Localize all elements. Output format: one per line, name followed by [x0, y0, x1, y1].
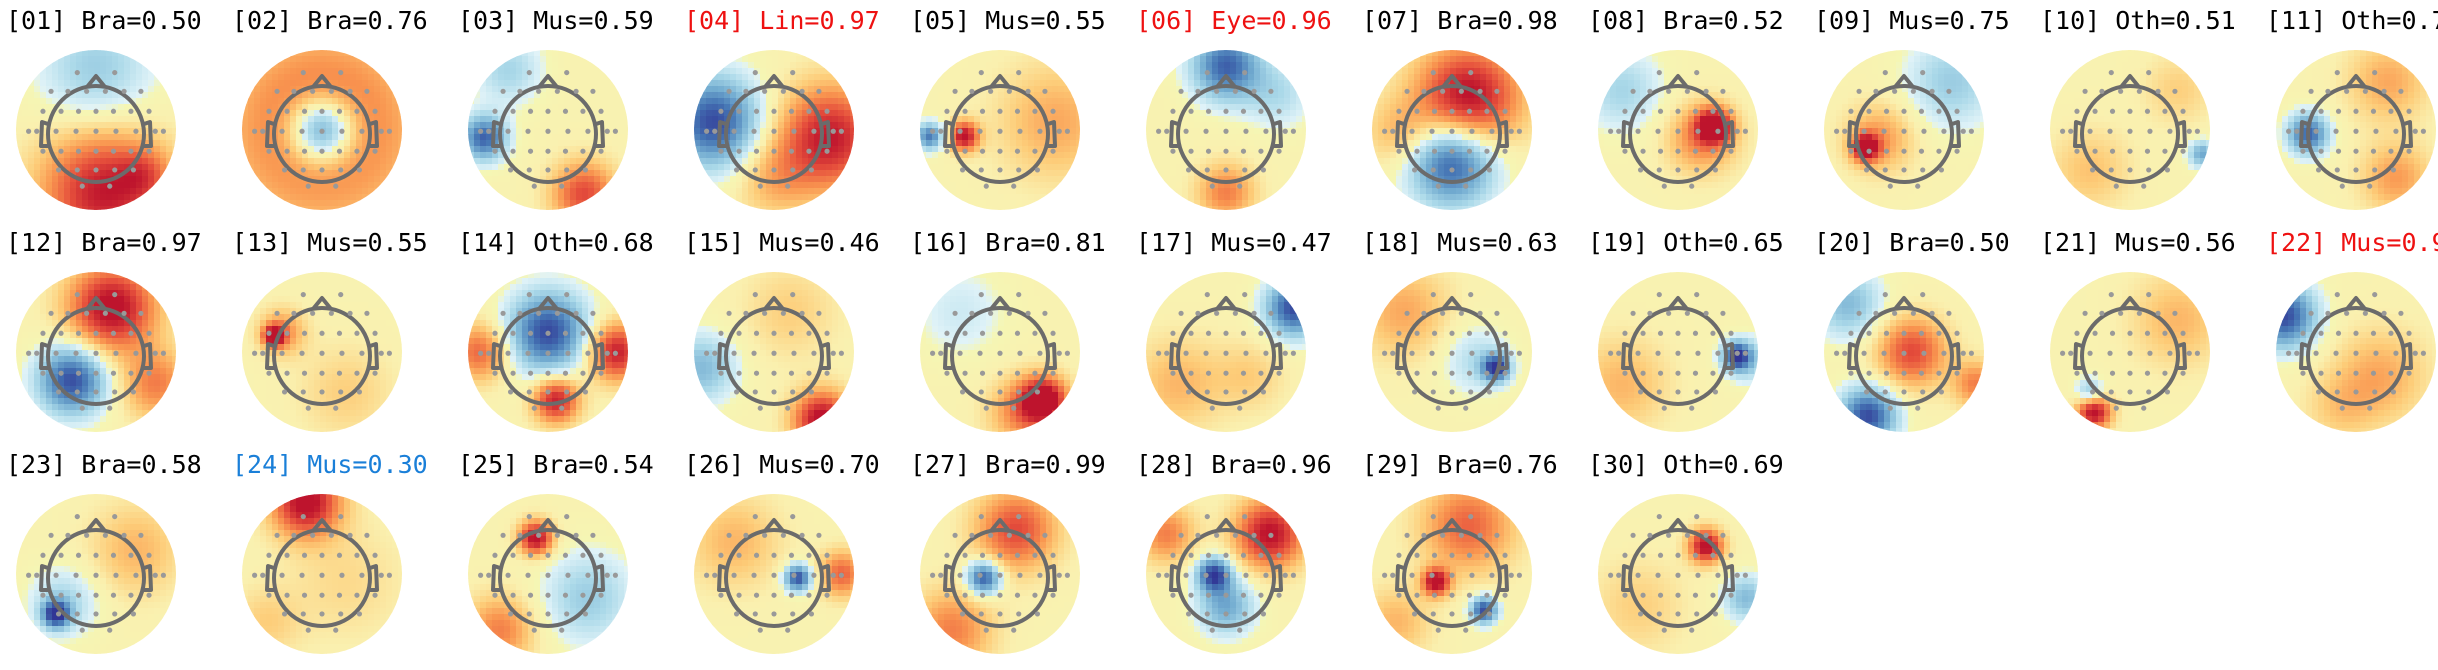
component-label: [19] Oth=0.65	[1588, 228, 1848, 258]
component-cell: [03] Mus=0.59	[458, 6, 684, 226]
scalp-topomap	[910, 40, 1090, 220]
component-label: [09] Mus=0.75	[1814, 6, 2074, 36]
component-label: [10] Oth=0.51	[2040, 6, 2300, 36]
component-label: [26] Mus=0.70	[684, 450, 944, 480]
component-cell: [25] Bra=0.54	[458, 450, 684, 670]
scalp-topomap	[458, 40, 638, 220]
scalp-topomap	[6, 484, 186, 664]
scalp-topomap	[684, 40, 864, 220]
component-label: [23] Bra=0.58	[6, 450, 266, 480]
scalp-topomap	[1362, 40, 1542, 220]
component-label: [17] Mus=0.47	[1136, 228, 1396, 258]
component-cell: [26] Mus=0.70	[684, 450, 910, 670]
scalp-topomap	[1588, 262, 1768, 442]
component-label: [18] Mus=0.63	[1362, 228, 1622, 258]
component-cell: [19] Oth=0.65	[1588, 228, 1814, 448]
component-cell: [04] Lin=0.97	[684, 6, 910, 226]
component-cell: [30] Oth=0.69	[1588, 450, 1814, 670]
component-cell: [20] Bra=0.50	[1814, 228, 2040, 448]
scalp-topomap	[684, 262, 864, 442]
component-cell: [05] Mus=0.55	[910, 6, 1136, 226]
component-label: [16] Bra=0.81	[910, 228, 1170, 258]
component-label: [05] Mus=0.55	[910, 6, 1170, 36]
scalp-topomap	[1814, 262, 1994, 442]
component-cell: [12] Bra=0.97	[6, 228, 232, 448]
scalp-topomap	[1136, 484, 1316, 664]
component-label: [08] Bra=0.52	[1588, 6, 1848, 36]
component-label: [21] Mus=0.56	[2040, 228, 2300, 258]
component-label: [29] Bra=0.76	[1362, 450, 1622, 480]
scalp-topomap	[1136, 262, 1316, 442]
scalp-topomap	[1362, 262, 1542, 442]
component-cell: [15] Mus=0.46	[684, 228, 910, 448]
component-label: [02] Bra=0.76	[232, 6, 492, 36]
scalp-topomap	[2040, 262, 2220, 442]
scalp-topomap	[232, 40, 412, 220]
component-cell: [29] Bra=0.76	[1362, 450, 1588, 670]
component-label: [15] Mus=0.46	[684, 228, 944, 258]
component-label: [27] Bra=0.99	[910, 450, 1170, 480]
component-label: [20] Bra=0.50	[1814, 228, 2074, 258]
component-cell: [28] Bra=0.96	[1136, 450, 1362, 670]
scalp-topomap	[1814, 40, 1994, 220]
scalp-topomap	[684, 484, 864, 664]
component-label: [14] Oth=0.68	[458, 228, 718, 258]
component-label: [07] Bra=0.98	[1362, 6, 1622, 36]
component-cell: [24] Mus=0.30	[232, 450, 458, 670]
scalp-topomap	[2266, 262, 2438, 442]
component-cell: [22] Mus=0.97	[2266, 228, 2438, 448]
component-label: [24] Mus=0.30	[232, 450, 492, 480]
component-cell: [18] Mus=0.63	[1362, 228, 1588, 448]
component-cell: [07] Bra=0.98	[1362, 6, 1588, 226]
component-label: [25] Bra=0.54	[458, 450, 718, 480]
component-cell: [13] Mus=0.55	[232, 228, 458, 448]
scalp-topomap	[1588, 484, 1768, 664]
component-cell: [01] Bra=0.50	[6, 6, 232, 226]
component-label: [03] Mus=0.59	[458, 6, 718, 36]
scalp-topomap	[2040, 40, 2220, 220]
scalp-topomap	[6, 262, 186, 442]
scalp-topomap	[1362, 484, 1542, 664]
scalp-topomap	[910, 262, 1090, 442]
scalp-topomap	[232, 484, 412, 664]
scalp-topomap	[1136, 40, 1316, 220]
scalp-topomap	[910, 484, 1090, 664]
component-label: [06] Eye=0.96	[1136, 6, 1396, 36]
component-cell: [17] Mus=0.47	[1136, 228, 1362, 448]
component-label: [30] Oth=0.69	[1588, 450, 1848, 480]
component-cell: [27] Bra=0.99	[910, 450, 1136, 670]
component-cell: [02] Bra=0.76	[232, 6, 458, 226]
component-label: [11] Oth=0.79	[2266, 6, 2438, 36]
scalp-topomap	[6, 40, 186, 220]
component-label: [12] Bra=0.97	[6, 228, 266, 258]
component-label: [01] Bra=0.50	[6, 6, 266, 36]
component-label: [22] Mus=0.97	[2266, 228, 2438, 258]
component-cell: [21] Mus=0.56	[2040, 228, 2266, 448]
component-cell: [16] Bra=0.81	[910, 228, 1136, 448]
component-cell: [08] Bra=0.52	[1588, 6, 1814, 226]
scalp-topomap	[458, 262, 638, 442]
scalp-topomap	[1588, 40, 1768, 220]
component-cell: [06] Eye=0.96	[1136, 6, 1362, 226]
scalp-topomap	[2266, 40, 2438, 220]
component-cell: [23] Bra=0.58	[6, 450, 232, 670]
component-label: [04] Lin=0.97	[684, 6, 944, 36]
scalp-topomap	[458, 484, 638, 664]
component-label: [13] Mus=0.55	[232, 228, 492, 258]
component-cell: [14] Oth=0.68	[458, 228, 684, 448]
component-label: [28] Bra=0.96	[1136, 450, 1396, 480]
component-cell: [11] Oth=0.79	[2266, 6, 2438, 226]
scalp-topomap	[232, 262, 412, 442]
component-cell: [10] Oth=0.51	[2040, 6, 2266, 226]
component-cell: [09] Mus=0.75	[1814, 6, 2040, 226]
